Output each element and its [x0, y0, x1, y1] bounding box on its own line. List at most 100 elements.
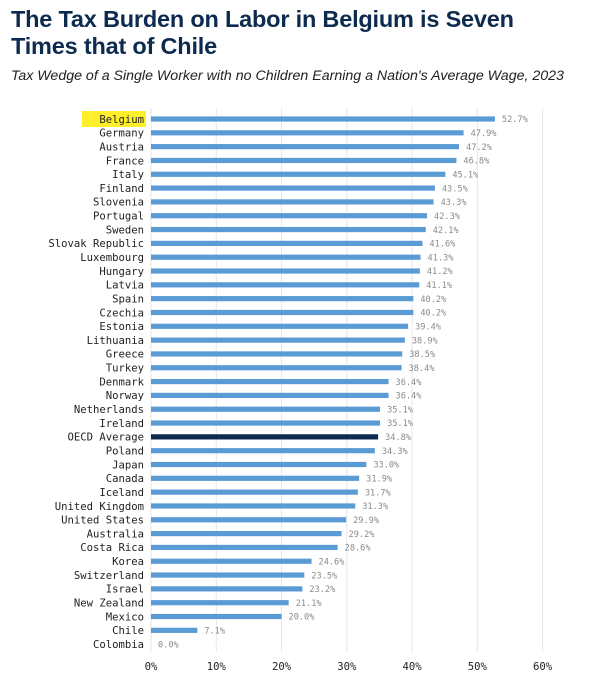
category-label: Switzerland — [74, 570, 144, 582]
category-label: Ireland — [99, 418, 144, 430]
bar-hungary — [151, 268, 420, 274]
bar-japan — [151, 461, 367, 468]
bar-netherlands — [151, 406, 381, 412]
category-label: Korea — [112, 556, 144, 568]
bar-sweden — [151, 226, 426, 233]
value-label: 43.3% — [441, 198, 468, 208]
category-label: Norway — [106, 390, 144, 402]
value-label: 34.3% — [382, 447, 409, 457]
category-label: United Kingdom — [55, 501, 144, 513]
bar-lithuania — [151, 337, 405, 343]
bar-united-kingdom — [151, 503, 356, 509]
category-label: Sweden — [106, 224, 144, 236]
x-tick-label: 40% — [402, 661, 422, 673]
value-label: 38.5% — [409, 350, 436, 360]
value-labels-layer: 52.7% 47.9% 47.2% 46.8% 45.1% 43.5% 43.3% 42.3%… — [158, 115, 529, 650]
value-label: 24.6% — [319, 557, 346, 567]
bar-costa-rica — [151, 544, 338, 551]
value-label: 29.9% — [353, 516, 380, 526]
bar-korea — [151, 558, 312, 564]
value-label: 40.2% — [420, 295, 447, 305]
value-label: 41.1% — [426, 281, 453, 291]
bar-turkey — [151, 365, 402, 371]
value-label: 41.6% — [429, 240, 456, 250]
x-tick-label: 20% — [272, 661, 292, 673]
value-label: 7.1% — [204, 627, 226, 637]
category-label: Greece — [106, 349, 144, 361]
bar-germany — [151, 130, 464, 136]
bar-united-states — [151, 517, 347, 523]
value-label: 46.8% — [463, 157, 490, 167]
value-label: 29.2% — [349, 530, 376, 540]
chart-subtitle: Tax Wedge of a Single Worker with no Chi… — [11, 68, 564, 84]
chart-title: The Tax Burden on Labor in Belgium is Se… — [11, 6, 514, 59]
value-label: 34.8% — [385, 433, 412, 443]
category-label: Austria — [99, 141, 144, 153]
category-label: Finland — [99, 183, 144, 195]
category-label: Costa Rica — [80, 542, 144, 554]
bar-switzerland — [151, 572, 305, 578]
bar-italy — [151, 171, 446, 177]
value-label: 41.2% — [427, 267, 454, 277]
category-label: Spain — [112, 293, 144, 305]
x-tick-label: 0% — [145, 661, 158, 673]
bar-portugal — [151, 213, 428, 219]
value-label: 39.4% — [415, 323, 442, 333]
value-label: 23.2% — [309, 585, 336, 595]
category-label: OECD Average — [67, 432, 144, 444]
category-label: Hungary — [99, 266, 144, 278]
category-label: Luxembourg — [80, 252, 144, 264]
x-tick-label: 50% — [468, 661, 488, 673]
x-tick-label: 30% — [337, 661, 357, 673]
bar-greece — [151, 351, 403, 357]
bar-poland — [151, 448, 375, 454]
value-label: 40.2% — [420, 309, 447, 319]
highlights-layer — [82, 111, 146, 127]
value-label: 0.0% — [158, 640, 180, 650]
category-label: Poland — [106, 445, 144, 457]
bar-estonia — [151, 323, 409, 329]
bar-austria — [151, 144, 460, 150]
category-label: Denmark — [99, 376, 144, 388]
category-label: France — [106, 155, 144, 167]
value-label: 42.3% — [434, 212, 461, 222]
category-label: Canada — [106, 473, 144, 485]
value-label: 20.0% — [289, 613, 316, 623]
bar-australia — [151, 531, 342, 537]
bar-canada — [151, 475, 360, 481]
bar-belgium — [151, 116, 495, 122]
x-tick-label: 10% — [207, 661, 227, 673]
value-label: 36.4% — [396, 378, 423, 388]
bars-layer — [151, 116, 495, 633]
category-label: Israel — [106, 584, 144, 596]
category-label: Slovak Republic — [48, 238, 144, 250]
bar-ireland — [151, 420, 381, 426]
category-label: Czechia — [99, 307, 144, 319]
category-label: Netherlands — [74, 404, 144, 416]
value-label: 33.0% — [373, 461, 400, 471]
value-label: 38.4% — [409, 364, 436, 374]
value-label: 21.1% — [296, 599, 323, 609]
value-label: 31.3% — [362, 502, 389, 512]
value-label: 45.1% — [452, 170, 479, 180]
x-axis: 0% 10% 20% 30% 40% 50% 60% — [145, 661, 553, 673]
bar-france — [151, 157, 457, 164]
bar-chile — [151, 627, 198, 633]
bar-iceland — [151, 489, 358, 495]
value-label: 35.1% — [387, 419, 414, 429]
value-label: 31.7% — [365, 488, 392, 498]
category-label: Colombia — [93, 639, 144, 651]
category-label: Portugal — [93, 211, 144, 223]
bar-norway — [151, 392, 389, 398]
bar-slovenia — [151, 199, 434, 205]
value-label: 38.9% — [412, 336, 439, 346]
category-label: Australia — [87, 528, 144, 540]
category-label: Latvia — [106, 280, 144, 292]
category-label: Iceland — [99, 487, 144, 499]
category-label: Mexico — [106, 611, 144, 623]
category-label: Chile — [112, 625, 144, 637]
category-label: Slovenia — [93, 197, 144, 209]
value-label: 23.5% — [311, 571, 338, 581]
